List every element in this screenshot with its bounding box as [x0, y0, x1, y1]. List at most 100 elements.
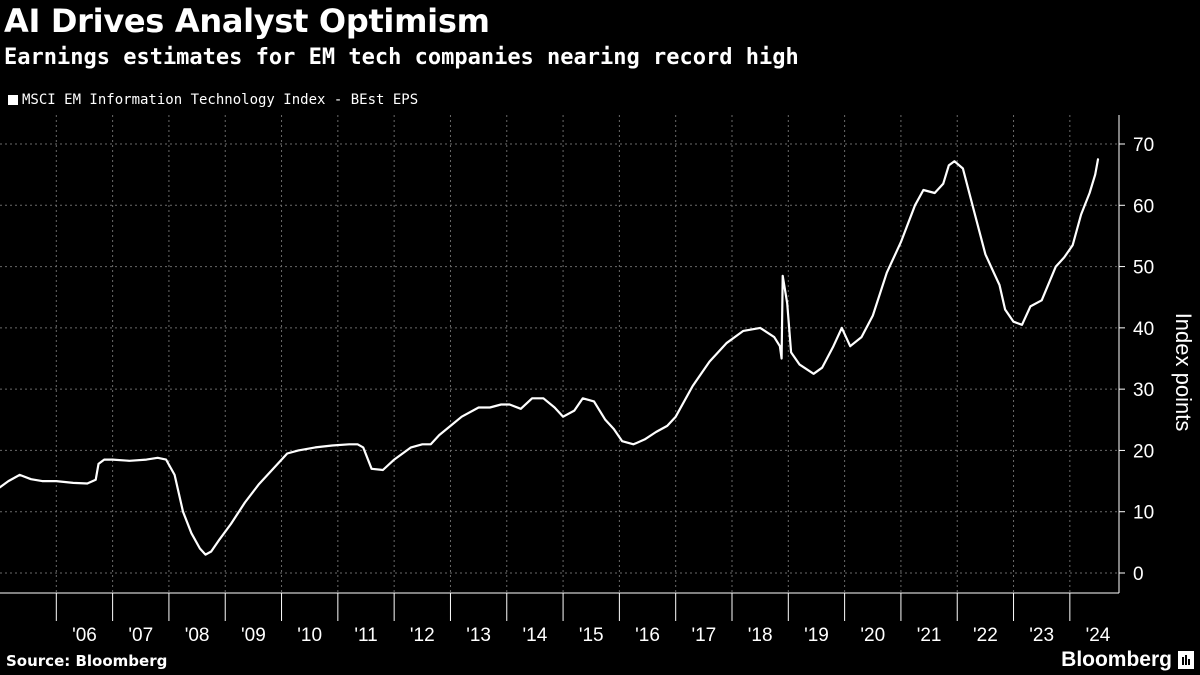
data-point [509, 403, 511, 406]
data-point [72, 482, 74, 484]
chart-subtitle: Earnings estimates for EM tech companies… [4, 45, 799, 70]
x-tick-label: '21 [917, 625, 942, 646]
x-tick-label: '22 [973, 625, 998, 646]
x-tick-label: '10 [297, 625, 322, 646]
data-point [190, 532, 192, 534]
data-point [278, 462, 280, 464]
data-point [382, 469, 384, 471]
data-point [675, 416, 677, 418]
data-point [708, 361, 711, 363]
data-point [1072, 244, 1074, 246]
data-point [593, 400, 595, 402]
x-tick-label: '18 [748, 625, 773, 646]
data-point [953, 160, 956, 162]
data-point [962, 167, 964, 170]
data-point [230, 523, 232, 525]
data-point [30, 478, 32, 480]
data-point [393, 459, 395, 461]
data-point [554, 406, 556, 409]
data-point [0, 486, 1, 488]
data-point [1094, 174, 1096, 176]
data-point [900, 241, 902, 243]
chart-title: AI Drives Analyst Optimism [4, 2, 490, 40]
data-point [973, 210, 975, 212]
data-point [621, 440, 623, 442]
data-point [145, 459, 147, 461]
data-point [258, 483, 260, 485]
data-point [604, 419, 606, 421]
data-point [948, 164, 950, 166]
x-tick-label: '12 [410, 625, 435, 646]
x-tick-label: '16 [635, 625, 660, 646]
data-point [157, 457, 159, 459]
data-point [1055, 266, 1057, 268]
data-point [841, 327, 843, 329]
x-tick-label: '19 [804, 625, 829, 646]
data-point [314, 446, 316, 448]
grid-lines [0, 115, 1119, 593]
data-point [692, 385, 694, 387]
legend-label: MSCI EM Information Technology Index - B… [22, 92, 419, 108]
data-point [759, 327, 761, 329]
data-point [269, 471, 271, 473]
data-point [244, 501, 246, 504]
data-point [204, 554, 207, 556]
data-point [1012, 321, 1015, 323]
data-point [860, 336, 863, 338]
data-point [95, 479, 97, 481]
data-point [725, 342, 728, 344]
data-point [55, 480, 57, 482]
data-point [542, 397, 545, 399]
data-point [461, 416, 463, 418]
data-point [922, 189, 925, 191]
data-point [655, 431, 657, 433]
y-tick-label: 10 [1133, 503, 1154, 524]
y-tick-label: 60 [1133, 196, 1154, 217]
data-point [849, 345, 851, 347]
data-point [410, 446, 412, 448]
data-point [331, 444, 333, 447]
x-tick-label: '13 [466, 625, 491, 646]
y-tick-label: 30 [1133, 380, 1154, 401]
data-point [821, 367, 823, 369]
data-point [449, 425, 452, 427]
data-point [478, 406, 480, 409]
x-tick-label: '15 [579, 625, 604, 646]
data-point [942, 183, 944, 185]
data-point [531, 397, 533, 399]
data-point [421, 443, 423, 445]
data-point [128, 460, 131, 462]
data-point [1080, 213, 1082, 216]
data-point [1089, 192, 1091, 194]
x-tick-label: '20 [860, 625, 885, 646]
data-point [872, 315, 874, 317]
data-point [297, 449, 299, 451]
x-tick-label: '08 [185, 625, 210, 646]
x-tick-label: '24 [1086, 625, 1111, 646]
data-point [782, 275, 784, 277]
data-point [562, 416, 564, 418]
y-tick-label: 70 [1133, 135, 1154, 156]
data-point [86, 482, 88, 485]
data-point [666, 425, 668, 427]
data-point [19, 474, 21, 476]
data-point [1041, 299, 1043, 301]
data-point [199, 547, 201, 550]
legend-swatch [8, 95, 18, 105]
data-point [1063, 256, 1065, 258]
data-point [489, 406, 491, 409]
data-point [613, 428, 615, 430]
x-tick-label: '23 [1029, 625, 1054, 646]
y-tick-label: 40 [1133, 319, 1154, 340]
x-tick-label: '14 [523, 625, 548, 646]
data-point [430, 443, 432, 445]
data-point [1097, 158, 1099, 160]
source-note: Source: Bloomberg [6, 652, 168, 670]
data-point [832, 345, 835, 347]
data-point [174, 474, 176, 476]
data-point [500, 403, 502, 406]
data-point [371, 468, 373, 470]
x-tick-label: '06 [72, 625, 97, 646]
series-line-msci-em-it-eps [0, 158, 1100, 556]
